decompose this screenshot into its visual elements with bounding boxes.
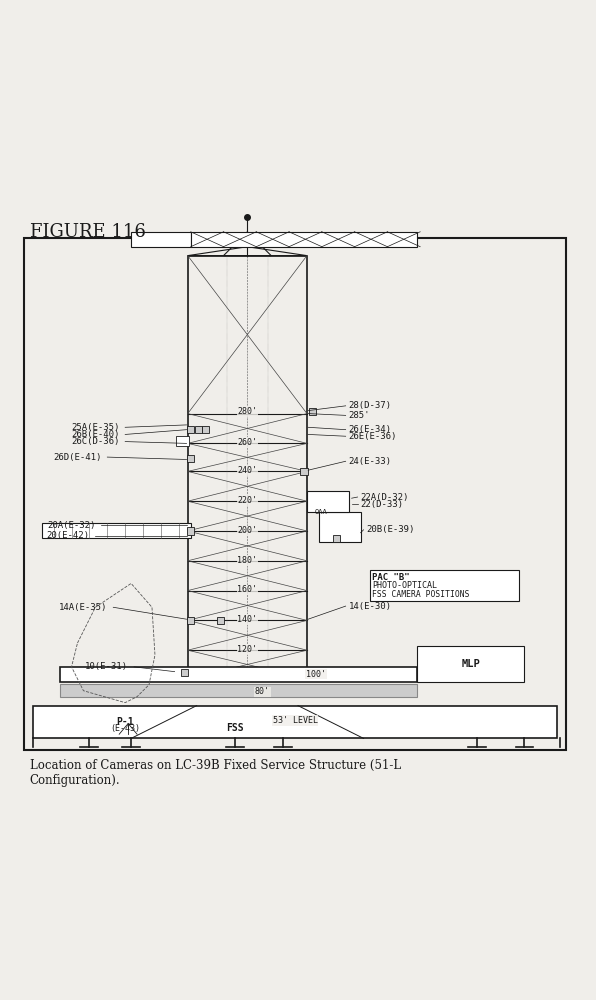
Text: 120': 120' [237,645,257,654]
Text: 26(E-34): 26(E-34) [349,425,392,434]
Text: 14A(E-35): 14A(E-35) [59,603,107,612]
Text: PHOTO-OPTICAL: PHOTO-OPTICAL [372,581,437,590]
Bar [33,706,557,738]
Bar [370,570,519,601]
Text: 80': 80' [254,687,270,696]
Bar [309,408,316,415]
Text: FSS: FSS [226,723,244,733]
Text: 220': 220' [237,496,257,505]
Text: 20(E-42): 20(E-42) [46,531,89,540]
Bar [217,617,224,624]
Bar [333,535,340,542]
Text: 200': 200' [237,526,257,535]
Bar [131,232,191,247]
Text: 100': 100' [306,670,326,679]
Text: 25A(E-35): 25A(E-35) [71,423,119,432]
Text: 10(E-31): 10(E-31) [85,662,128,671]
Text: 28(D-37): 28(D-37) [349,401,392,410]
Bar [187,527,194,535]
Text: 140': 140' [237,615,257,624]
Text: 26D(E-41): 26D(E-41) [53,453,101,462]
Bar [315,498,322,505]
Text: OAA: OAA [315,509,327,515]
Text: P-1: P-1 [116,717,134,727]
Text: 285': 285' [349,411,370,420]
Text: 180': 180' [237,556,257,565]
Text: 20A(E-32): 20A(E-32) [47,521,95,530]
Bar [202,426,209,433]
Bar [417,646,524,682]
Bar [187,426,194,433]
Text: FIGURE 116: FIGURE 116 [30,223,145,241]
Bar [188,256,307,679]
Text: 260': 260' [237,438,257,447]
Text: 240': 240' [237,466,257,475]
Text: 160': 160' [237,585,257,594]
Bar [181,669,188,676]
Text: 14(E-30): 14(E-30) [349,602,392,611]
Text: PAC "B": PAC "B" [372,573,410,582]
Text: 280': 280' [237,407,257,416]
Bar [60,667,417,682]
Bar [176,436,189,446]
Text: Location of Cameras on LC-39B Fixed Service Structure (51-L
Configuration).: Location of Cameras on LC-39B Fixed Serv… [30,759,401,787]
Bar [300,468,308,475]
Text: 20B(E-39): 20B(E-39) [367,525,415,534]
Text: 53' LEVEL: 53' LEVEL [272,716,318,725]
Text: 22A(D-32): 22A(D-32) [361,493,409,502]
Bar [191,232,417,247]
Bar [319,512,361,542]
Text: 26C(D-36): 26C(D-36) [71,437,119,446]
Bar [307,491,349,512]
Text: 26E(E-36): 26E(E-36) [349,432,397,441]
Text: 22(D-33): 22(D-33) [361,500,403,509]
Bar [42,523,191,538]
Text: FSS CAMERA POSITIONS: FSS CAMERA POSITIONS [372,590,470,599]
Bar [323,498,330,505]
Bar [187,455,194,462]
Bar [60,684,417,697]
Text: 24(E-33): 24(E-33) [349,457,392,466]
Text: MLP: MLP [461,659,480,669]
Bar [187,617,194,624]
Text: (E-43): (E-43) [110,724,140,733]
Bar [195,426,202,433]
Bar [24,238,566,750]
Text: 26B(E-40): 26B(E-40) [71,430,119,439]
